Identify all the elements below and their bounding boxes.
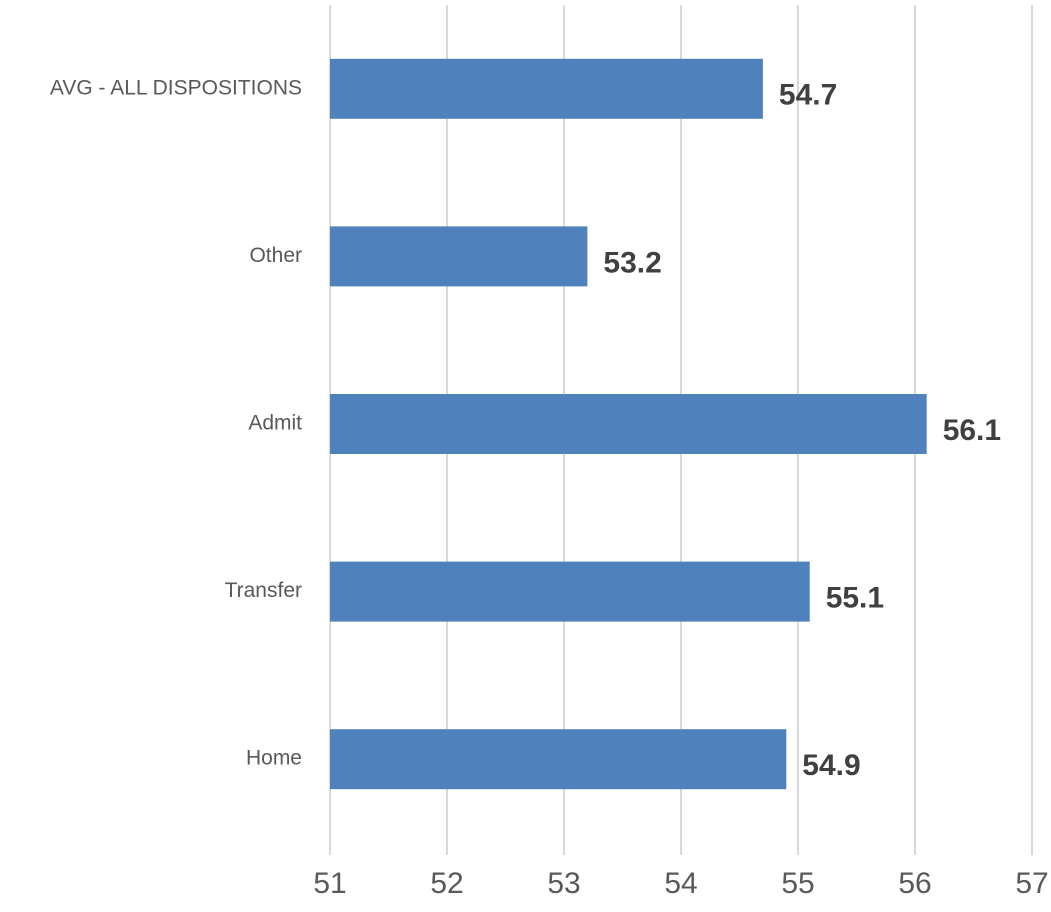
x-tick-label: 52 [430,867,463,900]
data-label: 54.9 [802,749,860,782]
y-tick-label: AVG - ALL DISPOSITIONS [50,76,302,99]
y-tick-label: Transfer [225,579,302,602]
y-tick-label: Home [246,747,302,770]
x-tick-label: 55 [781,867,814,900]
bar [330,58,763,119]
x-tick-label: 57 [1015,867,1048,900]
x-tick-label: 53 [547,867,580,900]
bar [330,226,588,287]
bar [330,729,787,790]
y-tick-label: Admit [248,412,302,435]
y-tick-label: Other [249,244,302,267]
data-label: 55.1 [826,582,884,615]
data-label: 53.2 [603,246,661,279]
bar [330,561,810,622]
bar [330,394,927,454]
data-label: 54.7 [779,79,837,112]
x-tick-label: 54 [664,867,697,900]
x-tick-label: 56 [898,867,931,900]
data-label: 56.1 [943,414,1001,447]
x-tick-label: 51 [313,867,346,900]
